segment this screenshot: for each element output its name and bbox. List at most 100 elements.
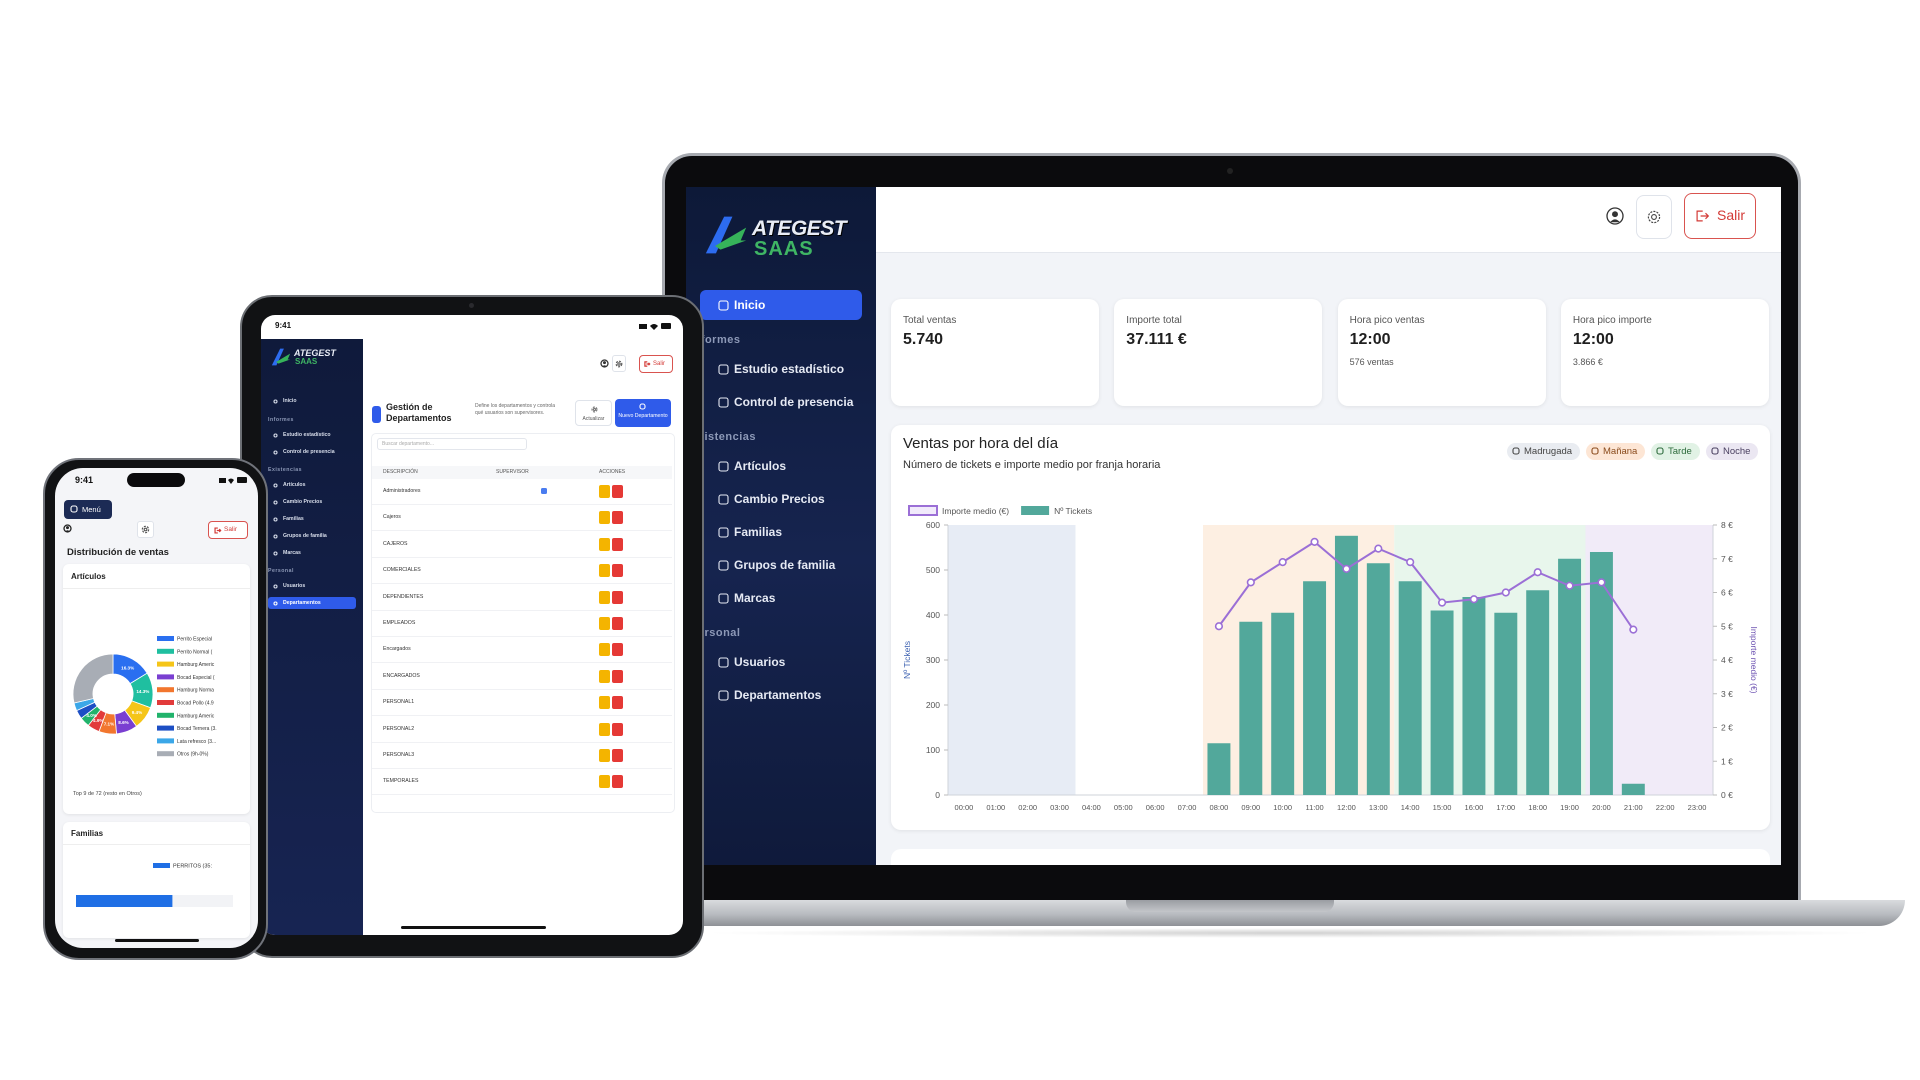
line-point bbox=[1374, 544, 1383, 553]
supervisor-check[interactable] bbox=[541, 488, 547, 494]
line-point bbox=[1406, 558, 1415, 567]
edit-button[interactable] bbox=[599, 722, 610, 736]
delete-button[interactable] bbox=[612, 696, 623, 710]
nav-item[interactable]: Departamentos bbox=[268, 597, 356, 609]
nav-item[interactable]: Cambio Precios bbox=[268, 496, 356, 508]
settings-button[interactable] bbox=[1636, 195, 1672, 239]
menu-button[interactable]: Menú bbox=[64, 500, 112, 519]
brand-suffix: SAAS bbox=[754, 238, 814, 260]
edit-button[interactable] bbox=[599, 749, 610, 762]
icon-shape bbox=[1512, 447, 1520, 455]
home-indicator bbox=[115, 939, 199, 942]
y-tick-label: 600 bbox=[926, 520, 940, 530]
settings-button[interactable] bbox=[612, 355, 626, 372]
nav-item[interactable]: Estudio estadístico bbox=[700, 354, 862, 384]
bar bbox=[1239, 621, 1263, 795]
zone-chip[interactable]: Tarde bbox=[1651, 443, 1700, 460]
nav-item[interactable]: Artículos bbox=[700, 451, 862, 481]
delete-button[interactable] bbox=[612, 590, 623, 604]
delete-button[interactable] bbox=[612, 537, 623, 551]
delete-button[interactable] bbox=[612, 749, 623, 762]
edit-button[interactable] bbox=[599, 564, 610, 578]
zone-chip[interactable]: Noche bbox=[1706, 443, 1759, 460]
icon bbox=[70, 505, 78, 513]
legend-swatch bbox=[157, 661, 174, 667]
delete-button[interactable] bbox=[612, 564, 623, 578]
nav-item[interactable]: Control de presencia bbox=[268, 446, 356, 458]
settings-button[interactable] bbox=[137, 521, 154, 538]
zone-chip[interactable]: Madrugada bbox=[1507, 443, 1581, 460]
edit-button[interactable] bbox=[599, 643, 610, 657]
bar bbox=[1589, 552, 1613, 795]
icon bbox=[639, 403, 646, 410]
bar bbox=[1366, 563, 1390, 795]
icon-shape bbox=[718, 592, 729, 604]
logout-button[interactable]: Salir bbox=[1684, 193, 1756, 239]
kpi-value: 5.740 bbox=[903, 331, 944, 348]
bar bbox=[1398, 581, 1422, 795]
status-time: 9:41 bbox=[275, 321, 292, 330]
nav-item[interactable]: Usuarios bbox=[268, 580, 356, 592]
icon-shape bbox=[644, 361, 651, 367]
bar-chart: PERRITOS (35: bbox=[76, 863, 233, 907]
legend-label: Bocad Especial ( bbox=[177, 675, 215, 681]
new-button[interactable]: Nuevo Departamento bbox=[615, 399, 671, 427]
nav-item[interactable]: Artículos bbox=[268, 479, 356, 491]
x-tick-label: 23:00 bbox=[1688, 803, 1707, 812]
edit-button[interactable] bbox=[599, 485, 610, 498]
row-name: COMERCIALES bbox=[383, 567, 421, 574]
nav-item[interactable]: Familias bbox=[700, 517, 862, 547]
icon bbox=[718, 656, 729, 668]
legend-label: Hamburg Americ bbox=[177, 662, 215, 668]
row-divider bbox=[372, 504, 672, 505]
logout-button[interactable]: Salir bbox=[639, 355, 673, 373]
nav-item[interactable]: Marcas bbox=[268, 547, 356, 559]
edit-button[interactable] bbox=[599, 537, 610, 551]
edit-button[interactable] bbox=[599, 696, 610, 710]
delete-button[interactable] bbox=[612, 485, 623, 498]
line bbox=[1218, 540, 1635, 631]
legend-swatch bbox=[1021, 506, 1050, 515]
edit-button[interactable] bbox=[599, 617, 610, 630]
x-tick-label: 01:00 bbox=[986, 803, 1005, 812]
logout-button[interactable]: Salir bbox=[208, 521, 248, 539]
delete-button[interactable] bbox=[612, 617, 623, 630]
icon bbox=[1656, 447, 1664, 455]
refresh-button[interactable]: Actualizar bbox=[575, 400, 612, 426]
delete-button[interactable] bbox=[612, 775, 623, 789]
row-divider bbox=[372, 688, 672, 690]
nav-item[interactable]: Usuarios bbox=[700, 647, 862, 677]
nav-item[interactable]: Marcas bbox=[700, 583, 862, 613]
edit-button[interactable] bbox=[599, 511, 610, 525]
column-header: DESCRIPCIÓN bbox=[383, 469, 418, 475]
legend-swatch bbox=[157, 712, 174, 718]
nav-item[interactable]: Cambio Precios bbox=[700, 484, 862, 514]
nav-item[interactable]: Departamentos bbox=[700, 680, 862, 710]
phone-screen: 9:41 Menú Salir Distribución de ventas Artíc… bbox=[55, 468, 258, 948]
row-name: ENCARGADOS bbox=[383, 672, 420, 679]
nav-item[interactable]: Estudio estadístico bbox=[268, 429, 356, 441]
nav-item[interactable]: Familias bbox=[268, 513, 356, 525]
delete-button[interactable] bbox=[612, 669, 623, 683]
zone-chip[interactable]: Mañana bbox=[1586, 443, 1646, 460]
nav-item[interactable]: Inicio bbox=[700, 290, 862, 320]
edit-button[interactable] bbox=[599, 669, 610, 683]
bar bbox=[1494, 612, 1518, 795]
edit-button[interactable] bbox=[599, 590, 610, 604]
icon bbox=[1711, 447, 1719, 455]
nav-item[interactable]: Inicio bbox=[268, 395, 356, 407]
delete-button[interactable] bbox=[612, 511, 623, 525]
y-tick-label: 300 bbox=[926, 655, 940, 665]
icon-shape bbox=[617, 362, 621, 366]
edit-button[interactable] bbox=[599, 775, 610, 789]
icon-shape bbox=[718, 656, 729, 668]
y2-tick-label: 8 € bbox=[1721, 520, 1733, 530]
y2-tick-label: 7 € bbox=[1721, 554, 1733, 564]
icon-shape bbox=[273, 600, 278, 606]
nav-item[interactable]: Grupos de familia bbox=[268, 530, 356, 542]
nav-item[interactable]: Control de presencia bbox=[700, 387, 862, 417]
delete-button[interactable] bbox=[612, 722, 623, 736]
nav-item[interactable]: Grupos de familia bbox=[700, 550, 862, 580]
search-input[interactable]: Buscar departamento... bbox=[377, 438, 527, 450]
delete-button[interactable] bbox=[612, 643, 623, 657]
